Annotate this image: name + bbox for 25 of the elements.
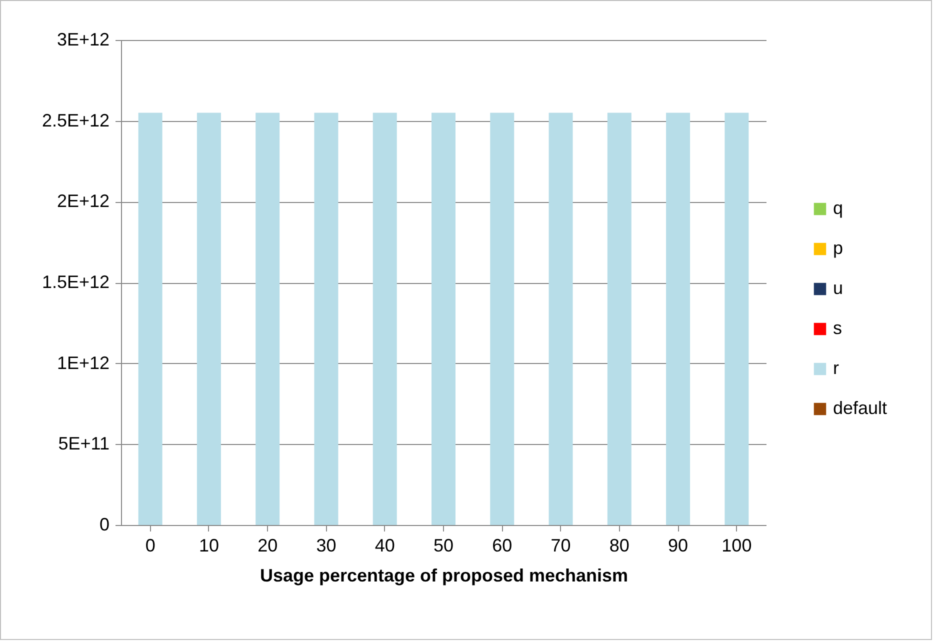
- y-tick-label: 1E+12: [56, 352, 110, 373]
- x-tick-label: 10: [198, 536, 219, 556]
- y-tick-label: 3E+12: [56, 30, 110, 50]
- x-tick-label: 40: [374, 536, 395, 556]
- legend-label: p: [833, 238, 844, 258]
- y-tick-label: 0: [99, 514, 110, 534]
- legend-label: u: [833, 278, 844, 298]
- x-tick-label: 0: [145, 536, 156, 556]
- x-axis-title: Usage percentage of proposed mechanism: [260, 566, 628, 586]
- x-tick-label: 60: [492, 536, 512, 556]
- x-tick-label: 30: [316, 536, 336, 556]
- x-tick-label: 70: [550, 536, 571, 556]
- legend-label: default: [833, 398, 888, 418]
- legend-label: r: [833, 358, 839, 378]
- y-tick-label: 5E+11: [58, 434, 110, 454]
- x-tick-label: 20: [258, 536, 278, 556]
- x-tick-label: 100: [722, 536, 752, 556]
- x-tick-label: 90: [668, 536, 688, 556]
- legend-label: s: [833, 318, 842, 338]
- legend-label: q: [833, 198, 844, 218]
- x-tick-label: 80: [609, 536, 630, 556]
- y-tick-label: 2E+12: [56, 191, 110, 212]
- y-tick-label: 2.5E+12: [42, 110, 110, 130]
- x-tick-label: 50: [433, 536, 454, 556]
- y-tick-label: 1.5E+12: [42, 272, 110, 292]
